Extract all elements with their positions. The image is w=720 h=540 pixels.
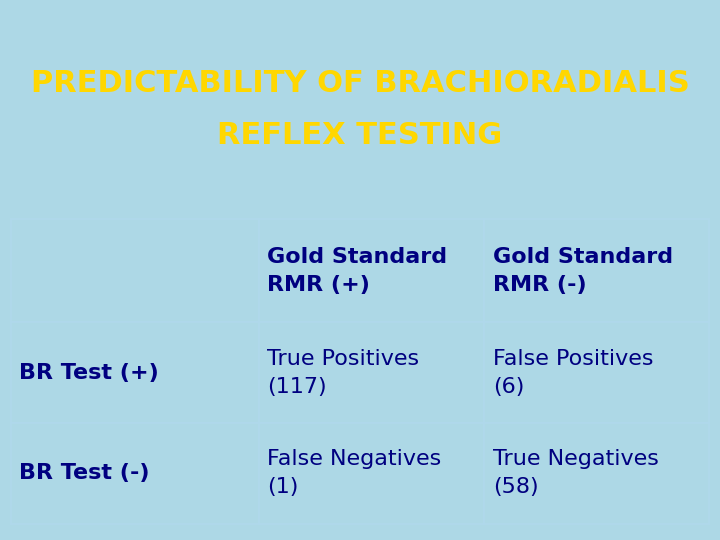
Text: True Negatives
(58): True Negatives (58) <box>493 449 659 497</box>
Bar <box>11 219 258 322</box>
Bar <box>485 219 709 322</box>
Text: False Negatives
(1): False Negatives (1) <box>267 449 441 497</box>
Text: False Positives
(6): False Positives (6) <box>493 349 654 397</box>
Bar <box>485 423 709 524</box>
Text: Gold Standard
RMR (-): Gold Standard RMR (-) <box>493 247 673 294</box>
Text: BR Test (+): BR Test (+) <box>19 363 159 383</box>
Text: Gold Standard
RMR (+): Gold Standard RMR (+) <box>267 247 448 294</box>
Bar <box>258 423 485 524</box>
Text: REFLEX TESTING: REFLEX TESTING <box>217 120 503 150</box>
Bar <box>11 423 258 524</box>
Text: True Positives
(117): True Positives (117) <box>267 349 420 397</box>
Bar <box>11 322 258 423</box>
Bar <box>485 322 709 423</box>
Text: PREDICTABILITY OF BRACHIORADIALIS: PREDICTABILITY OF BRACHIORADIALIS <box>31 69 689 98</box>
Bar <box>258 219 485 322</box>
Bar <box>258 322 485 423</box>
Text: BR Test (-): BR Test (-) <box>19 463 150 483</box>
